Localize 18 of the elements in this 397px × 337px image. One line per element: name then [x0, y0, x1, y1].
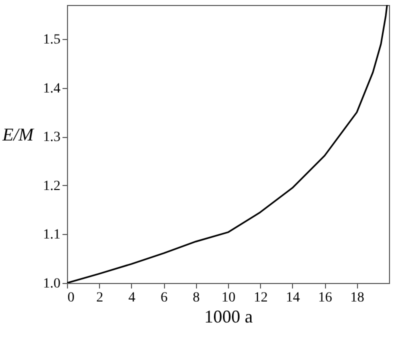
y-axis-title: E/M: [2, 124, 34, 144]
y-tick-label: 1.4: [43, 81, 60, 96]
y-tick-label: 1.3: [43, 130, 60, 146]
x-tick-label: 18: [350, 290, 364, 306]
x-tick-label: 0: [68, 290, 74, 306]
x-axis-title: 1000 a: [204, 306, 253, 326]
y-tick-label: 1.5: [43, 32, 60, 48]
x-tick-label: 4: [128, 290, 136, 306]
y-tick-label: 1.0: [43, 276, 60, 292]
y-tick-label: 1.2: [43, 178, 60, 194]
x-tick-label: 14: [286, 290, 300, 306]
x-tick-label: 12: [254, 290, 268, 306]
x-tick-label: 16: [318, 290, 332, 306]
x-tick-label: 10: [222, 290, 236, 306]
x-tick-label: 8: [192, 290, 200, 306]
x-tick-label: 6: [160, 290, 168, 306]
y-tick-label: 1.1: [43, 228, 60, 243]
x-tick-label: 2: [96, 290, 104, 306]
